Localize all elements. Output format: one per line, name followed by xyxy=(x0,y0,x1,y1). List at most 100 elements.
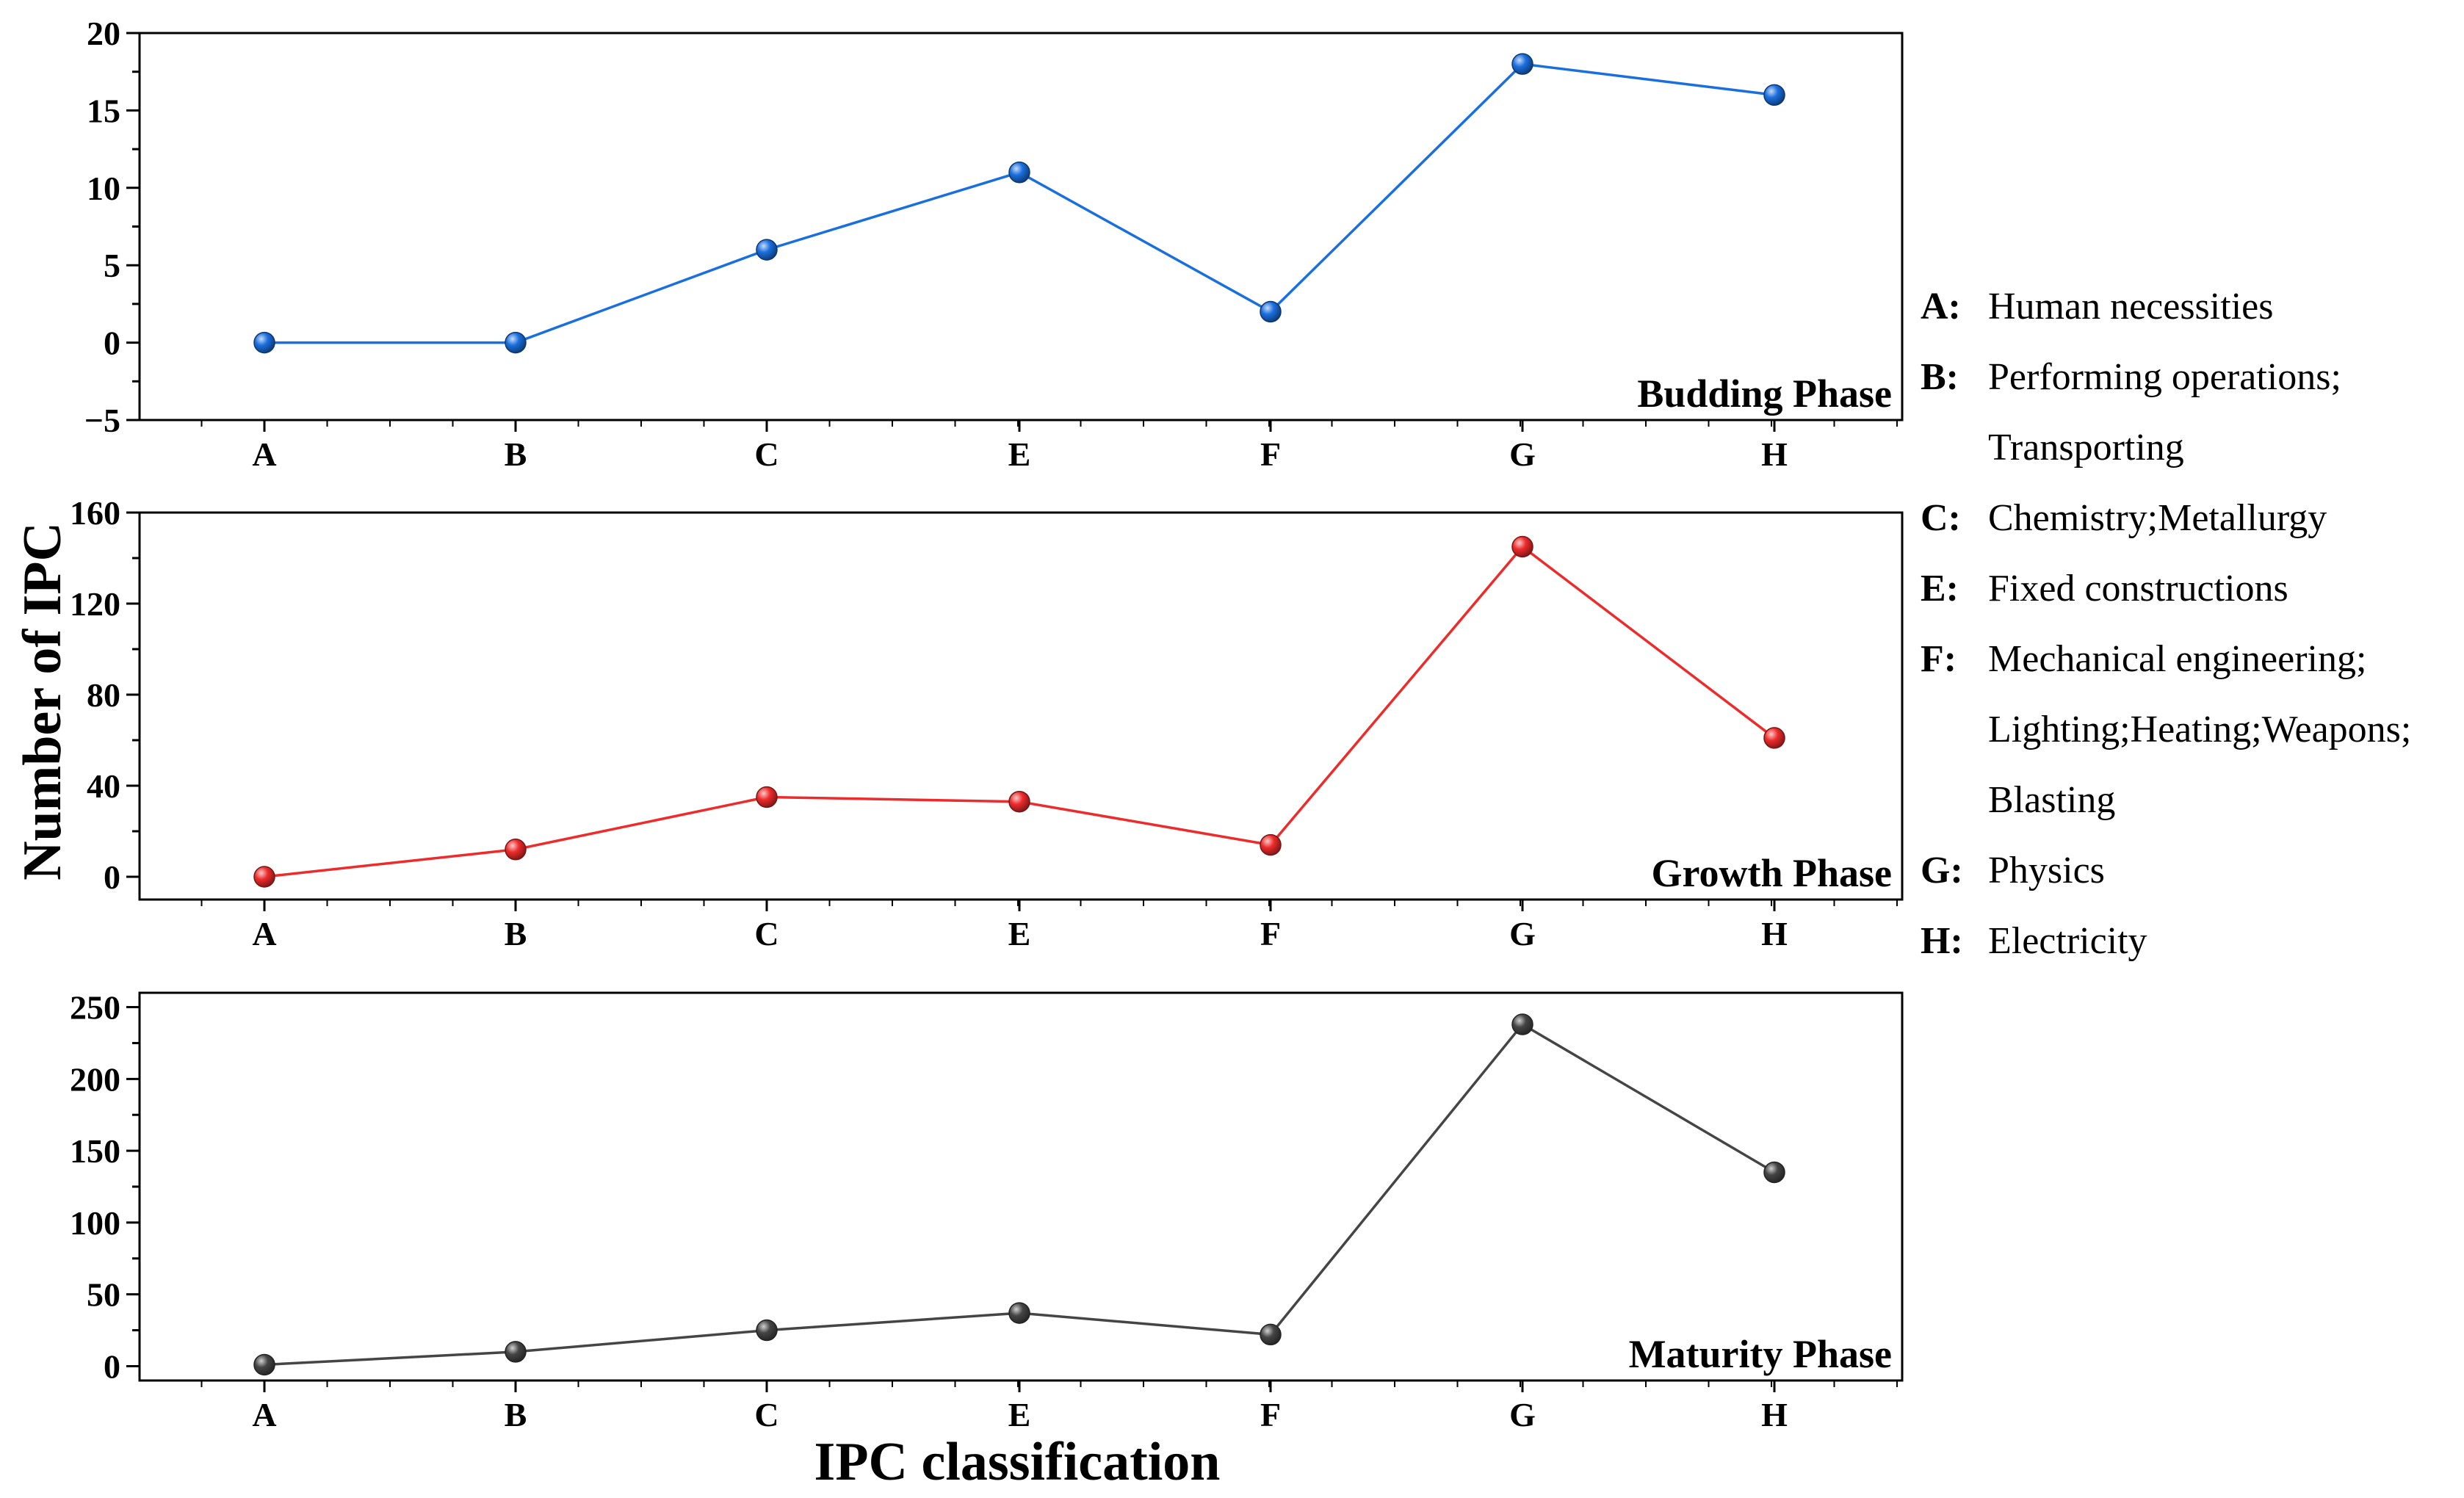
phase-label-budding: Budding Phase xyxy=(1637,372,1892,416)
x-tick-label: H xyxy=(1761,435,1788,473)
data-point-maturity-E xyxy=(1008,1302,1030,1324)
x-tick-label: E xyxy=(1008,435,1031,473)
data-point-growth-B xyxy=(505,839,527,861)
data-point-maturity-F xyxy=(1260,1323,1282,1346)
data-point-growth-E xyxy=(1008,790,1030,813)
y-tick-label: 40 xyxy=(87,767,120,805)
legend-description: Electricity xyxy=(1988,906,2147,977)
series-line-growth xyxy=(264,545,1776,878)
x-tick-label: H xyxy=(1761,1396,1788,1433)
legend-description-line: Transporting xyxy=(1988,427,2184,468)
y-tick-label: 5 xyxy=(104,247,120,284)
legend-key: C: xyxy=(1921,497,1961,539)
legend-description: Fixed constructions xyxy=(1988,554,2288,624)
data-point-maturity-H xyxy=(1763,1161,1785,1184)
x-tick-label: F xyxy=(1260,435,1281,473)
data-point-growth-G xyxy=(1511,535,1533,558)
data-point-budding-F xyxy=(1260,300,1282,323)
legend-description-line: Electricity xyxy=(1988,920,2147,962)
legend-description: Physics xyxy=(1988,836,2105,906)
series-line-budding xyxy=(264,62,1775,344)
phase-label-growth: Growth Phase xyxy=(1651,851,1892,895)
y-tick-label: 20 xyxy=(87,15,120,52)
data-point-budding-A xyxy=(253,331,275,354)
plot-frame-growth xyxy=(138,511,1904,901)
y-tick-label: 150 xyxy=(70,1132,120,1170)
x-tick-label: A xyxy=(252,435,276,473)
legend-description-line: Blasting xyxy=(1988,779,2116,821)
y-tick-label: 250 xyxy=(70,989,120,1027)
legend-description: Human necessities xyxy=(1988,272,2273,342)
y-ticks-budding: −5 0 5 10 15 20 xyxy=(84,15,140,439)
data-point-growth-H xyxy=(1763,727,1785,749)
x-tick-label: C xyxy=(754,1396,778,1433)
y-ticks-maturity: 0 50 100 150 200 250 xyxy=(70,989,140,1385)
data-point-growth-A xyxy=(253,866,275,888)
legend-key: E: xyxy=(1921,568,1959,609)
data-point-maturity-C xyxy=(756,1319,778,1342)
x-tick-label: G xyxy=(1509,435,1536,473)
data-point-budding-C xyxy=(756,239,778,261)
x-tick-label: B xyxy=(505,1396,527,1433)
legend-entry: H: Electricity xyxy=(1921,906,2464,977)
data-point-maturity-G xyxy=(1511,1013,1533,1035)
panel-growth: 0 40 80 120 160 A B C E F G H Growth Phase xyxy=(70,494,1904,952)
legend-key: B: xyxy=(1921,356,1959,398)
legend-entry: B: Performing operations; Transporting xyxy=(1921,342,2464,483)
y-tick-label: 0 xyxy=(104,858,120,896)
legend-key: F: xyxy=(1921,638,1957,680)
y-tick-label: 100 xyxy=(70,1204,120,1242)
data-point-budding-H xyxy=(1763,84,1785,106)
legend-description-line: Mechanical engineering; xyxy=(1988,638,2367,680)
y-tick-label: 120 xyxy=(70,585,120,623)
x-tick-label: A xyxy=(252,1396,276,1433)
x-tick-label: A xyxy=(252,915,276,952)
data-point-budding-E xyxy=(1008,161,1030,184)
y-tick-label: 0 xyxy=(104,325,120,362)
data-point-budding-G xyxy=(1511,53,1533,75)
x-tick-label: C xyxy=(754,435,778,473)
legend-key: G: xyxy=(1921,850,1963,891)
legend-description-line: Human necessities xyxy=(1988,286,2274,328)
x-tick-label: B xyxy=(505,435,527,473)
legend-key: H: xyxy=(1921,920,1963,962)
x-tick-label: F xyxy=(1260,915,1281,952)
legend-description-line: Physics xyxy=(1988,850,2105,891)
legend-entry: F: Mechanical engineering; Lighting;Heatin… xyxy=(1921,624,2464,836)
x-tick-label: C xyxy=(754,915,778,952)
x-tick-label: G xyxy=(1509,915,1536,952)
data-point-maturity-B xyxy=(505,1341,527,1363)
legend-description: Chemistry;Metallurgy xyxy=(1988,483,2327,554)
category-legend: A: Human necessities B: Performing operatio… xyxy=(1921,272,2464,977)
data-point-growth-C xyxy=(756,786,778,808)
x-tick-label: E xyxy=(1008,1396,1031,1433)
legend-entry: G: Physics xyxy=(1921,836,2464,906)
legend-description-line: Performing operations; xyxy=(1988,356,2341,398)
y-tick-label: 80 xyxy=(87,676,120,714)
y-ticks-growth: 0 40 80 120 160 xyxy=(70,494,140,896)
y-tick-label: 50 xyxy=(87,1276,120,1314)
x-tick-label: G xyxy=(1509,1396,1536,1433)
y-tick-label: 160 xyxy=(70,494,120,532)
y-tick-label: 15 xyxy=(87,92,120,129)
panel-budding: −5 0 5 10 15 20 A B C E F G H Budding Phase xyxy=(84,15,1904,473)
data-point-growth-F xyxy=(1260,833,1282,856)
legend-description-line: Chemistry;Metallurgy xyxy=(1988,497,2327,539)
x-tick-label: F xyxy=(1260,1396,1281,1433)
legend-entry: A: Human necessities xyxy=(1921,272,2464,342)
y-tick-label: 200 xyxy=(70,1060,120,1098)
legend-entry: C: Chemistry;Metallurgy xyxy=(1921,483,2464,554)
legend-description: Mechanical engineering; Lighting;Heating;… xyxy=(1988,624,2411,836)
data-point-maturity-A xyxy=(253,1353,275,1376)
y-tick-label: −5 xyxy=(84,402,120,439)
y-axis-title: Number of IPC xyxy=(12,522,73,880)
y-tick-label: 10 xyxy=(87,170,120,207)
x-tick-label: E xyxy=(1008,915,1031,952)
data-point-budding-B xyxy=(505,331,527,354)
legend-key: A: xyxy=(1921,286,1961,328)
x-tick-label: H xyxy=(1761,915,1788,952)
y-tick-label: 0 xyxy=(104,1347,120,1385)
